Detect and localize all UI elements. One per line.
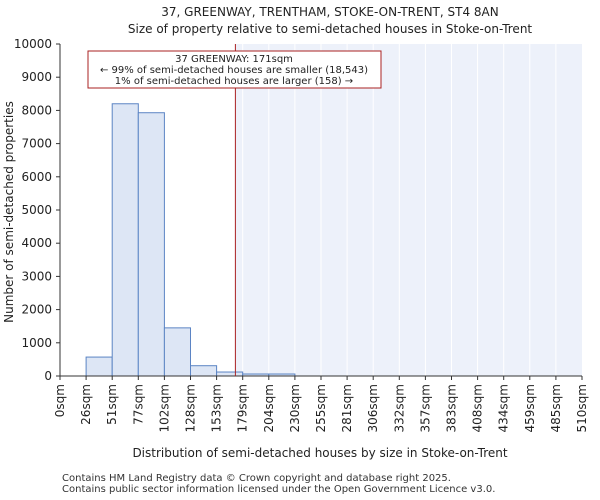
x-tick-label: 383sqm bbox=[445, 384, 459, 432]
x-tick-label: 485sqm bbox=[549, 384, 563, 432]
larger-properties-band bbox=[235, 44, 582, 376]
histogram-bar bbox=[85, 356, 113, 377]
y-tick-label: 1000 bbox=[21, 336, 52, 350]
x-tick-label: 332sqm bbox=[392, 384, 406, 432]
histogram-bar bbox=[137, 112, 165, 377]
footer-line1: Contains HM Land Registry data © Crown c… bbox=[62, 473, 451, 484]
x-tick-label: 128sqm bbox=[184, 384, 198, 432]
x-tick-label: 408sqm bbox=[471, 384, 485, 432]
bars-group bbox=[85, 44, 557, 377]
y-tick-label: 6000 bbox=[21, 170, 52, 184]
histogram-bar bbox=[216, 371, 244, 377]
x-tick-label: 102sqm bbox=[157, 384, 171, 432]
x-axis-label: Distribution of semi-detached houses by … bbox=[132, 446, 507, 460]
y-axis-label: Number of semi-detached properties bbox=[2, 101, 16, 323]
annotation-line3: 1% of semi-detached houses are larger (1… bbox=[115, 76, 353, 87]
x-tick-label: 357sqm bbox=[418, 384, 432, 432]
x-tick-label: 204sqm bbox=[262, 384, 276, 432]
x-tick-label: 306sqm bbox=[366, 384, 380, 432]
annotation-box bbox=[87, 50, 382, 89]
x-tick-label: 0sqm bbox=[53, 384, 67, 417]
histogram-bar bbox=[163, 327, 191, 377]
x-tick-label: 179sqm bbox=[236, 384, 250, 432]
y-tick-label: 2000 bbox=[21, 303, 52, 317]
y-tick-label: 9000 bbox=[21, 70, 52, 84]
x-tick-label: 281sqm bbox=[340, 384, 354, 432]
x-ticks-group: 0sqm 26sqm 51sqm 77sqm 102sqm 128sqm 153sqm 179… bbox=[53, 376, 589, 432]
footer-line2: Contains public sector information licen… bbox=[62, 484, 496, 495]
chart-title-line2: Size of property relative to semi-detach… bbox=[128, 22, 533, 36]
y-tick-label: 3000 bbox=[21, 269, 52, 283]
y-ticks-group: 0 1000 2000 3000 4000 5000 6000 7000 8000 9000 100… bbox=[14, 37, 60, 383]
histogram-bar bbox=[111, 103, 139, 377]
histogram-bar bbox=[190, 365, 218, 377]
y-tick-label: 10000 bbox=[14, 37, 52, 51]
x-tick-label: 77sqm bbox=[131, 384, 145, 425]
x-tick-label: 255sqm bbox=[314, 384, 328, 432]
x-tick-label: 459sqm bbox=[523, 384, 537, 432]
x-tick-label: 26sqm bbox=[79, 384, 93, 425]
y-tick-label: 5000 bbox=[21, 203, 52, 217]
annotation-line2: ← 99% of semi-detached houses are smalle… bbox=[100, 65, 368, 76]
x-tick-label: 230sqm bbox=[288, 384, 302, 432]
x-tick-label: 434sqm bbox=[497, 384, 511, 432]
x-tick-label: 153sqm bbox=[210, 384, 224, 432]
y-tick-label: 4000 bbox=[21, 236, 52, 250]
y-tick-label: 7000 bbox=[21, 137, 52, 151]
y-tick-label: 0 bbox=[44, 369, 52, 383]
chart-title-line1: 37, GREENWAY, TRENTHAM, STOKE-ON-TRENT, … bbox=[161, 5, 498, 19]
annotation-line1: 37 GREENWAY: 171sqm bbox=[175, 54, 293, 65]
x-tick-label: 510sqm bbox=[575, 384, 589, 432]
y-tick-label: 8000 bbox=[21, 103, 52, 117]
x-tick-label: 51sqm bbox=[105, 384, 119, 425]
